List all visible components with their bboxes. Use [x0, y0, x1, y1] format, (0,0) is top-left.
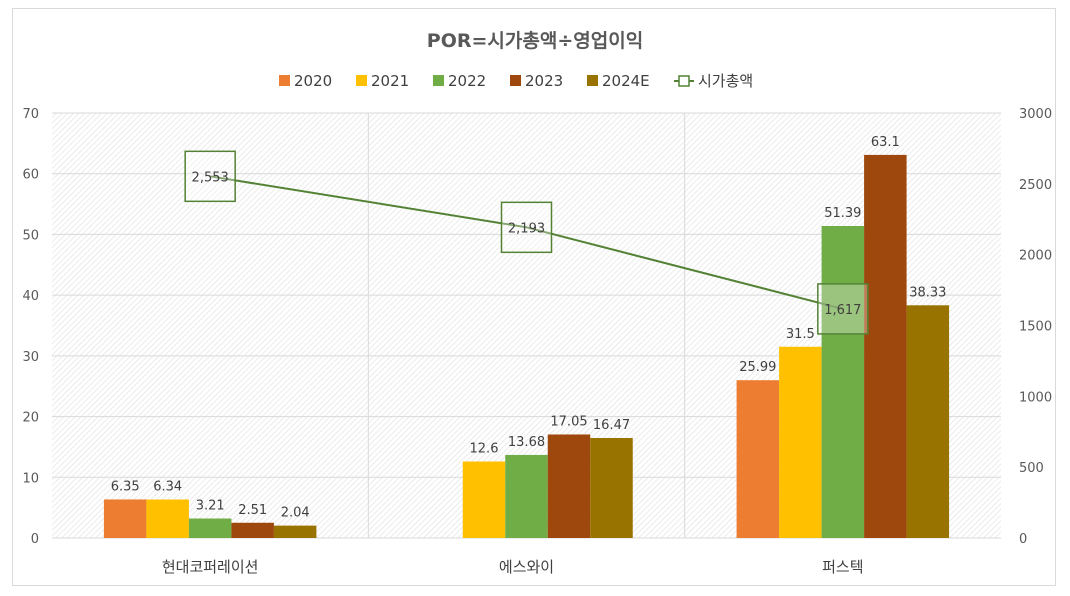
- bar-data-label: 12.6: [470, 442, 499, 457]
- bar-data-label: 6.34: [153, 480, 182, 495]
- legend-item: 2023: [510, 72, 563, 90]
- bar-data-label: 2.04: [281, 506, 310, 521]
- legend-swatch: [433, 75, 444, 86]
- line-marker: [817, 283, 869, 335]
- legend-item: 2024E: [587, 72, 650, 90]
- x-category-label: 에스와이: [499, 558, 554, 576]
- y2-tick-label: 1000: [1019, 390, 1052, 405]
- y2-tick-label: 0: [1019, 532, 1027, 547]
- legend-label: 시가총액: [698, 72, 753, 90]
- bar-data-label: 17.05: [550, 414, 587, 429]
- bar-data-label: 16.47: [593, 418, 630, 433]
- legend-item: 2020: [279, 72, 332, 90]
- bar-data-label: 3.21: [196, 499, 225, 514]
- legend-item: 시가총액: [674, 72, 753, 90]
- bar: [736, 380, 780, 538]
- bar-data-label: 13.68: [508, 435, 545, 450]
- legend-swatch: [587, 75, 598, 86]
- bar-data-label: 2.51: [238, 503, 267, 518]
- bar: [103, 499, 147, 538]
- legend-label: 2021: [371, 72, 409, 90]
- legend-item: 2021: [356, 72, 409, 90]
- line-series: [210, 175, 844, 310]
- line-marker: [500, 201, 553, 254]
- legend-marker-swatch: [678, 75, 690, 87]
- bar-data-label: 6.35: [111, 479, 140, 494]
- bar: [590, 438, 633, 538]
- y-tick-label: 70: [22, 107, 39, 122]
- y-tick-label: 40: [22, 289, 39, 304]
- y-tick-label: 20: [22, 411, 39, 426]
- legend-item: 2022: [433, 72, 486, 90]
- y2-tick-label: 2000: [1019, 249, 1052, 264]
- line-data-label: 2,553: [192, 170, 229, 185]
- y-tick-label: 0: [31, 532, 39, 547]
- legend-swatch: [510, 75, 521, 86]
- line-data-label: 2,193: [508, 221, 545, 236]
- y-tick-label: 50: [22, 228, 39, 243]
- x-category-label: 퍼스텍: [822, 558, 863, 576]
- legend-label: 2020: [294, 72, 332, 90]
- bar: [273, 525, 317, 538]
- bar: [462, 461, 506, 538]
- legend-swatch: [356, 75, 367, 86]
- bar: [547, 434, 591, 538]
- y-tick-label: 60: [22, 168, 39, 183]
- y-tick-label: 30: [22, 350, 39, 365]
- y2-tick-label: 1500: [1019, 320, 1052, 335]
- bar: [188, 518, 232, 538]
- bar: [779, 346, 822, 538]
- bar: [146, 499, 189, 538]
- legend-label: 2023: [525, 72, 563, 90]
- legend-label: 2024E: [602, 72, 650, 90]
- y-tick-label: 10: [22, 471, 39, 486]
- line-data-label: 1,617: [824, 303, 861, 318]
- bar-data-label: 25.99: [739, 360, 776, 375]
- bar: [906, 305, 950, 538]
- bar: [864, 154, 907, 538]
- y2-tick-label: 500: [1019, 461, 1044, 476]
- chart-title: POR=시가총액÷영업이익: [427, 30, 643, 52]
- y2-tick-label: 2500: [1019, 178, 1052, 193]
- chart-svg: POR=시가총액÷영업이익 6.35 25.99 6.34 12.6 31.5 3.21 1…: [22, 30, 1052, 576]
- bar: [821, 225, 865, 538]
- bar: [231, 522, 274, 538]
- chart-frame: POR=시가총액÷영업이익 6.35 25.99 6.34 12.6 31.5 3.21 1…: [12, 8, 1056, 586]
- legend-label: 2022: [448, 72, 486, 90]
- y2-tick-label: 3000: [1019, 107, 1052, 122]
- line-marker: [184, 150, 236, 203]
- bar: [505, 454, 548, 538]
- bar-data-label: 51.39: [824, 206, 861, 221]
- bar-data-label: 31.5: [786, 327, 815, 342]
- bar-data-label: 38.33: [909, 285, 946, 300]
- x-category-label: 현대코퍼레이션: [162, 558, 259, 576]
- legend-swatch: [279, 75, 290, 86]
- bar-data-label: 63.1: [871, 135, 900, 150]
